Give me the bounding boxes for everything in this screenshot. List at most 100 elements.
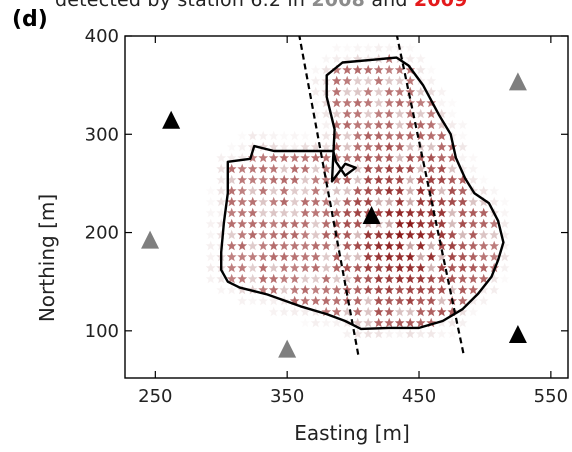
probability-star <box>436 97 447 108</box>
probability-star <box>363 196 374 207</box>
probability-star <box>289 130 300 141</box>
probability-star <box>405 53 416 64</box>
probability-star <box>489 273 500 284</box>
probability-star <box>394 207 405 218</box>
probability-star <box>468 295 479 306</box>
probability-star <box>468 306 479 317</box>
probability-star <box>226 163 237 174</box>
probability-star <box>426 251 437 262</box>
probability-star <box>373 42 384 53</box>
probability-star <box>384 64 395 75</box>
probability-star <box>352 295 363 306</box>
probability-star <box>436 218 447 229</box>
probability-star <box>300 207 311 218</box>
probability-star <box>436 273 447 284</box>
probability-stars <box>205 42 510 339</box>
probability-star <box>405 284 416 295</box>
probability-star <box>352 64 363 75</box>
probability-star <box>321 317 332 328</box>
station-marker-gray <box>141 230 160 249</box>
probability-star <box>331 141 342 152</box>
probability-star <box>237 152 248 163</box>
probability-star <box>436 174 447 185</box>
probability-star <box>352 185 363 196</box>
probability-star <box>310 86 321 97</box>
probability-star <box>321 196 332 207</box>
probability-star <box>226 196 237 207</box>
probability-star <box>226 251 237 262</box>
probability-star <box>436 207 447 218</box>
probability-star <box>468 218 479 229</box>
probability-star <box>300 152 311 163</box>
probability-star <box>247 273 258 284</box>
probability-star <box>310 141 321 152</box>
probability-star <box>352 273 363 284</box>
probability-star <box>226 240 237 251</box>
probability-star <box>436 306 447 317</box>
probability-star <box>300 295 311 306</box>
probability-star <box>342 207 353 218</box>
probability-star <box>394 240 405 251</box>
probability-star <box>394 152 405 163</box>
probability-star <box>457 185 468 196</box>
title-prefix: detected by station 6.2 in <box>55 0 306 11</box>
probability-star <box>384 119 395 130</box>
probability-star <box>457 207 468 218</box>
probability-star <box>499 218 510 229</box>
probability-star <box>384 218 395 229</box>
probability-star <box>216 284 227 295</box>
probability-star <box>415 174 426 185</box>
probability-star <box>447 306 458 317</box>
probability-star <box>342 251 353 262</box>
probability-star <box>373 163 384 174</box>
probability-star <box>279 262 290 273</box>
probability-star <box>342 262 353 273</box>
probability-star <box>447 262 458 273</box>
probability-star <box>363 97 374 108</box>
probability-star <box>478 262 489 273</box>
probability-star <box>310 196 321 207</box>
probability-star <box>373 86 384 97</box>
probability-star <box>289 262 300 273</box>
probability-star <box>321 218 332 229</box>
probability-star <box>310 152 321 163</box>
probability-star <box>447 163 458 174</box>
probability-star <box>279 152 290 163</box>
y-axis-label: Northing [m] <box>35 194 59 322</box>
probability-star <box>268 218 279 229</box>
probability-star <box>310 295 321 306</box>
probability-star <box>436 240 447 251</box>
probability-star <box>205 229 216 240</box>
probability-star <box>363 119 374 130</box>
probability-star <box>226 141 237 152</box>
probability-star <box>426 119 437 130</box>
probability-star <box>352 251 363 262</box>
probability-star <box>373 306 384 317</box>
probability-star <box>247 218 258 229</box>
probability-star <box>247 284 258 295</box>
probability-star <box>247 196 258 207</box>
probability-star <box>321 229 332 240</box>
probability-star <box>436 130 447 141</box>
probability-star <box>436 108 447 119</box>
probability-star <box>289 284 300 295</box>
probability-star <box>436 163 447 174</box>
probability-star <box>394 229 405 240</box>
x-tick-label: 450 <box>402 386 436 407</box>
probability-star <box>478 196 489 207</box>
probability-star <box>394 64 405 75</box>
probability-star <box>489 240 500 251</box>
probability-star <box>426 295 437 306</box>
plot-frame <box>124 35 569 379</box>
probability-star <box>373 141 384 152</box>
probability-star <box>363 163 374 174</box>
probability-star <box>310 163 321 174</box>
probability-star <box>394 119 405 130</box>
probability-star <box>415 207 426 218</box>
probability-star <box>352 196 363 207</box>
survey-outline <box>219 56 505 331</box>
probability-star <box>237 295 248 306</box>
probability-star <box>447 251 458 262</box>
probability-star <box>394 284 405 295</box>
